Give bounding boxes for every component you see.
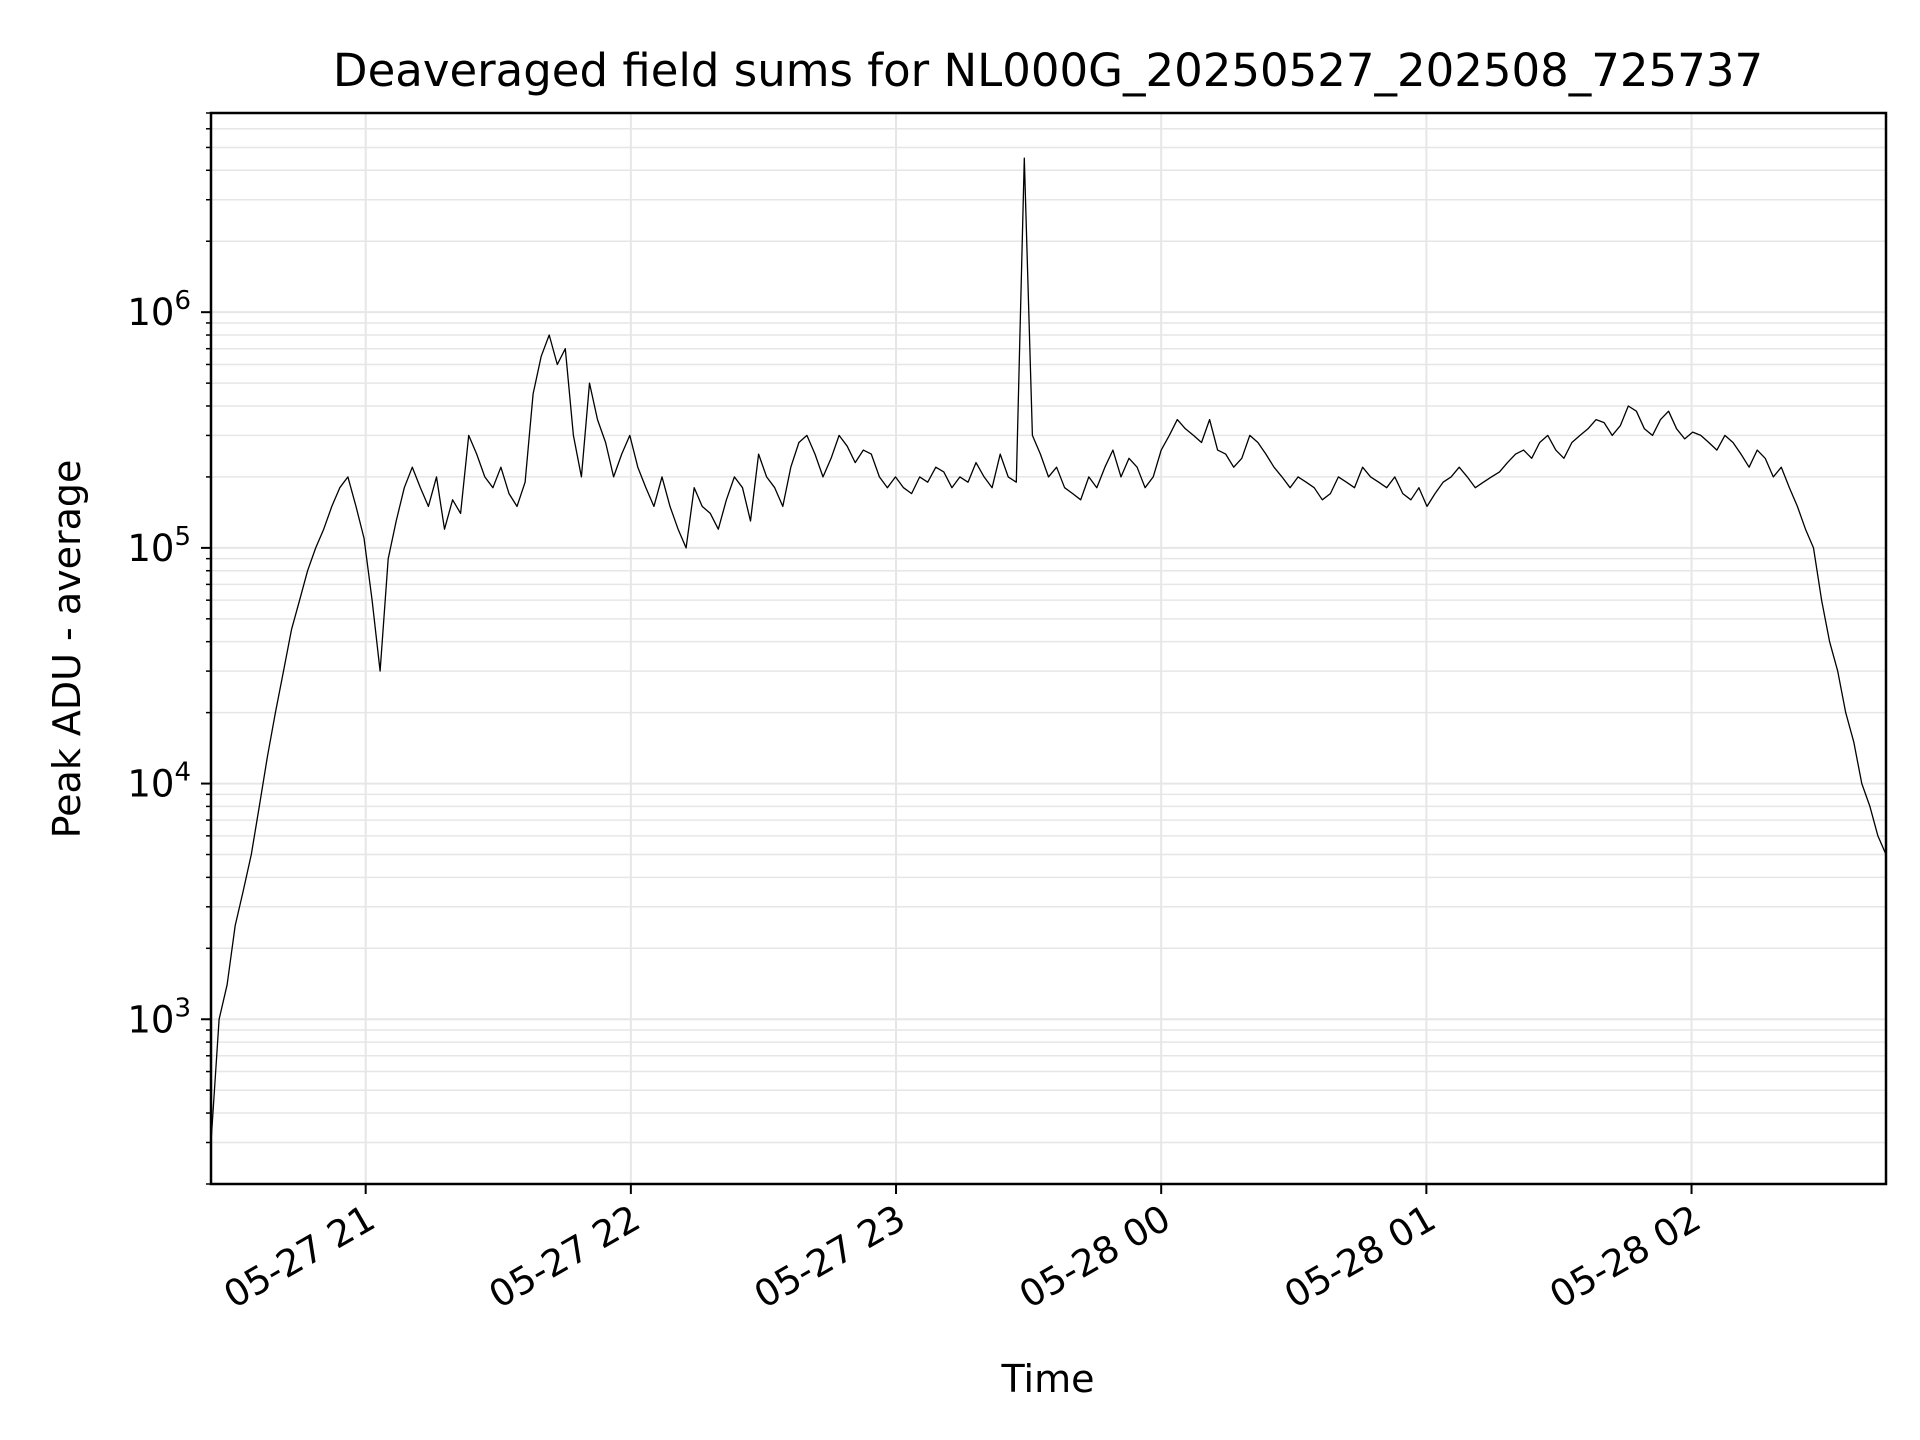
plot-frame [209, 111, 1888, 1186]
y-tick-label: 105 [127, 522, 191, 570]
x-axis-label: Time [1001, 1357, 1095, 1401]
y-tick-label: 106 [127, 286, 191, 334]
y-axis: 103 104 105 106 [127, 112, 211, 1185]
chart-title: Deaveraged field sums for NL000G_2025052… [333, 44, 1763, 97]
series-line-0 [210, 157, 1887, 1143]
y-axis-label: Peak ADU - average [45, 460, 89, 839]
grid [211, 112, 1886, 1185]
y-tick-label: 103 [127, 993, 191, 1041]
y-tick-label: 104 [127, 758, 191, 806]
plot-area [210, 157, 1887, 1143]
